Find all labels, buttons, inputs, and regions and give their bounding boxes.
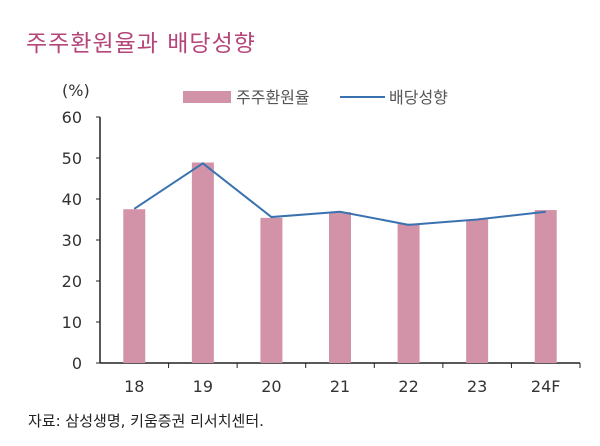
x-tick-label: 20 bbox=[261, 377, 281, 396]
bar-20 bbox=[260, 217, 283, 363]
y-tick-label: 0 bbox=[72, 354, 82, 373]
x-tick-label: 23 bbox=[467, 377, 487, 396]
x-tick-label: 19 bbox=[193, 377, 213, 396]
x-tick-label: 21 bbox=[330, 377, 350, 396]
bar-24F bbox=[534, 210, 557, 363]
y-tick-label: 60 bbox=[62, 108, 82, 127]
x-tick-label: 18 bbox=[124, 377, 144, 396]
y-tick-label: 50 bbox=[62, 149, 82, 168]
x-tick-label: 24F bbox=[531, 377, 561, 396]
legend-label-bar: 주주환원율 bbox=[236, 88, 310, 107]
chart-title: 주주환원율과 배당성향 bbox=[26, 31, 256, 57]
y-tick-label: 10 bbox=[62, 313, 82, 332]
bar-22 bbox=[397, 223, 420, 363]
x-tick-label: 22 bbox=[398, 377, 418, 396]
bar-21 bbox=[329, 212, 351, 363]
bar-19 bbox=[191, 162, 214, 363]
source-note: 자료: 삼성생명, 키움증권 리서치센터. bbox=[28, 412, 264, 430]
bar-23 bbox=[466, 219, 489, 363]
y-tick-label: 20 bbox=[62, 272, 82, 291]
y-tick-label: 40 bbox=[62, 190, 82, 209]
bar-18 bbox=[123, 209, 146, 363]
y-tick-label: 30 bbox=[62, 231, 82, 250]
y-axis-label: (%) bbox=[62, 81, 90, 100]
legend-swatch-bar bbox=[183, 91, 231, 103]
legend-label-line: 배당성향 bbox=[389, 88, 448, 107]
